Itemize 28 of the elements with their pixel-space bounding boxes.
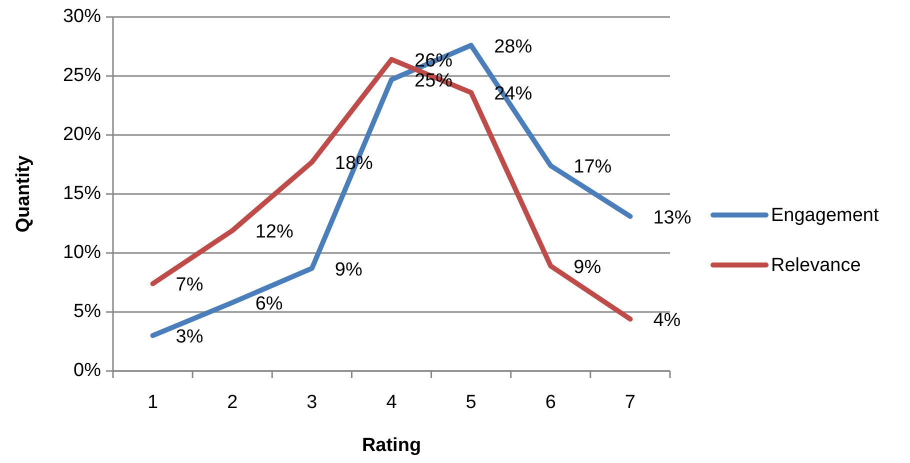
- data-label: 17%: [574, 156, 612, 178]
- x-tick-label: 6: [545, 392, 556, 413]
- data-label: 6%: [255, 294, 283, 315]
- data-label: 4%: [653, 310, 681, 332]
- x-tick-label: 1: [147, 392, 158, 413]
- y-tick-label: 10%: [62, 242, 102, 264]
- data-label: 9%: [574, 256, 602, 278]
- data-label: 9%: [334, 259, 362, 280]
- x-tick-label: 2: [227, 392, 238, 413]
- data-label: 7%: [176, 274, 204, 296]
- x-tick-label: 5: [466, 392, 476, 413]
- y-tick-label: 15%: [62, 183, 102, 204]
- y-tick-label: 20%: [62, 124, 102, 146]
- data-label: 28%: [494, 36, 532, 58]
- x-tick-label: 3: [306, 392, 318, 413]
- legend-label: Engagement: [771, 205, 880, 226]
- x-axis-title: Rating: [362, 435, 422, 456]
- legend-label: Relevance: [771, 255, 861, 276]
- y-tick-label: 25%: [62, 65, 102, 86]
- y-tick-label: 30%: [62, 6, 102, 28]
- x-tick-label: 7: [624, 392, 636, 413]
- data-label: 12%: [255, 222, 294, 243]
- y-axis-title: Quantity: [13, 155, 34, 233]
- y-tick-label: 0%: [74, 360, 102, 382]
- y-tick-label: 5%: [74, 301, 102, 322]
- data-label: 13%: [653, 207, 692, 228]
- data-label: 3%: [176, 326, 204, 348]
- x-tick-label: 4: [386, 392, 398, 413]
